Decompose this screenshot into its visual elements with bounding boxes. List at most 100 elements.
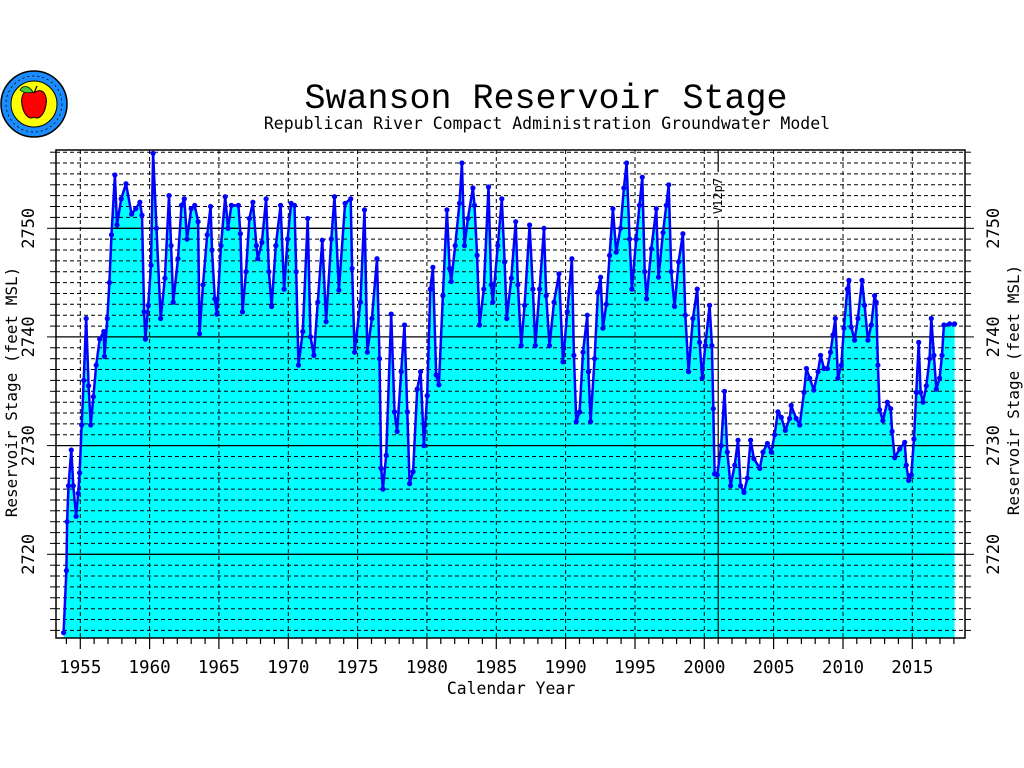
data-point [162,275,168,281]
data-point [331,194,338,200]
data-point [112,172,118,178]
data-point [908,472,914,478]
data-point [88,422,94,428]
data-point [571,352,577,358]
data-point [148,262,154,268]
data-point [114,222,120,228]
data-point [916,339,922,345]
data-point [862,302,868,308]
y-tick-label-left: 2740 [19,316,39,357]
data-point [522,302,528,308]
data-point [328,236,334,242]
data-point [699,375,705,381]
data-point [246,215,252,222]
data-point [556,271,562,277]
data-point [263,196,269,202]
data-point [178,202,185,208]
data-point [927,356,933,362]
chart-title: Swanson Reservoir Stage [304,79,787,119]
data-point [714,472,720,478]
data-point [175,256,181,262]
data-point [633,236,639,242]
data-point [532,343,538,349]
data-point [101,353,108,360]
data-point [188,206,194,212]
data-point [181,196,187,202]
data-point [639,174,645,180]
data-point [414,386,420,392]
data-point [465,215,471,222]
data-point [352,349,358,355]
data-point [474,252,480,258]
data-point [580,349,586,355]
data-point [212,296,218,302]
data-point [448,278,454,285]
data-point [476,322,483,328]
data-point [192,202,198,208]
data-point [427,286,433,292]
data-point [461,243,468,249]
data-point [295,362,302,368]
data-point [243,269,249,275]
data-point [239,309,246,315]
data-point [311,352,317,358]
data-point [873,299,879,305]
data-point [378,465,384,471]
data-point [86,383,92,389]
data-point [889,428,895,435]
data-point [77,470,83,476]
data-point [815,369,821,375]
x-tick-label: 1990 [545,658,587,678]
data-point [499,196,505,202]
data-point [827,349,834,355]
data-point [718,443,724,449]
data-point [196,331,203,337]
data-point [613,249,619,255]
data-point [150,150,156,156]
data-point [911,436,917,442]
data-point [710,406,716,412]
data-point [738,483,744,489]
y-tick-label-right: 2730 [984,425,1004,466]
data-point [394,428,400,435]
data-point [844,286,850,292]
data-point [607,252,613,258]
data-point [228,202,234,208]
data-point [660,230,666,236]
data-point [947,321,953,327]
data-point [803,365,810,372]
data-point [655,274,662,280]
data-point [225,225,231,231]
data-point [617,225,624,231]
data-point [541,225,547,231]
data-point [200,282,206,288]
data-point [481,286,487,292]
data-point [83,315,89,322]
data-point [342,200,348,206]
data-point [892,455,898,461]
data-point [741,489,747,495]
data-point [278,202,284,208]
data-point [787,415,793,422]
data-point [421,443,427,449]
y-tick-label-right: 2720 [984,534,1004,575]
data-point [768,449,774,455]
data-point [920,399,926,405]
data-point [697,339,703,345]
data-point [137,199,143,205]
data-point [208,203,214,210]
data-point [153,225,160,231]
data-point [440,293,446,299]
data-point [336,287,342,293]
data-point [897,446,903,452]
data-point [595,289,601,295]
data-point [621,185,627,191]
data-point [106,280,112,286]
agency-logo [0,70,68,138]
data-point [577,409,583,415]
data-point [218,243,224,249]
data-point [841,325,847,331]
data-point [653,206,659,212]
data-point [686,369,692,375]
data-point [629,286,635,292]
